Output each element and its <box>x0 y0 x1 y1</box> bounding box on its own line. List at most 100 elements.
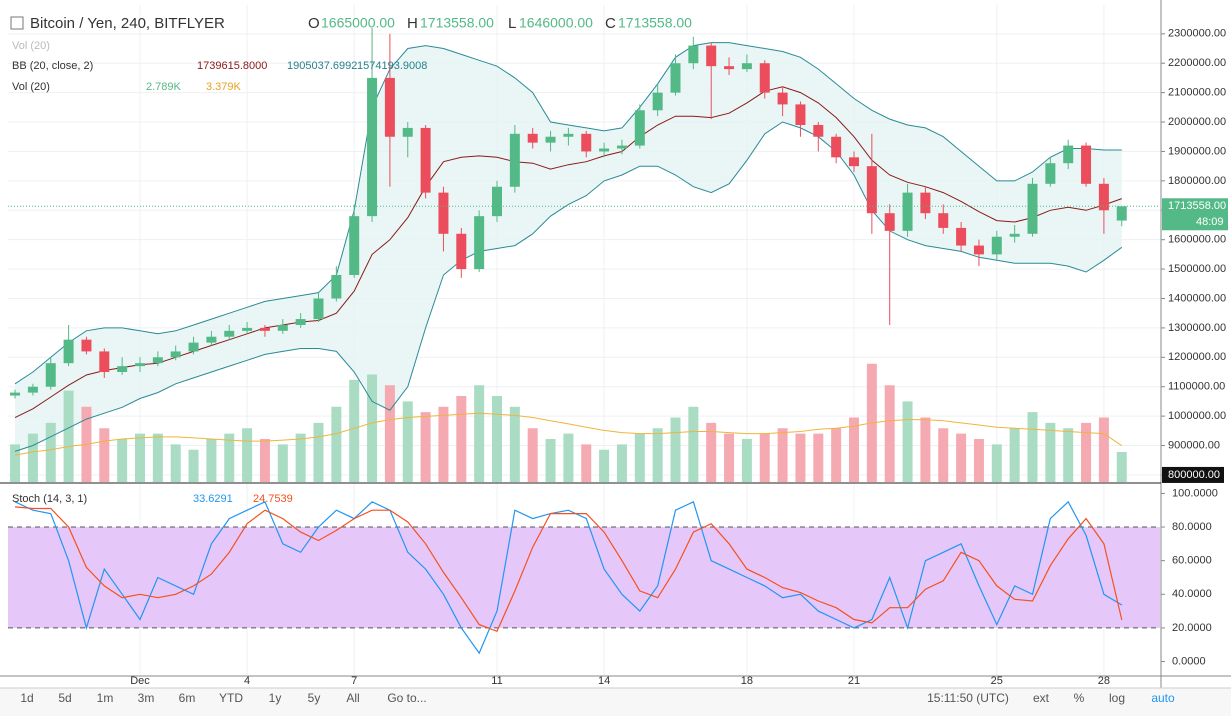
candle-body <box>492 186 502 217</box>
stoch-line <box>14 500 1123 655</box>
volume-bar <box>1063 428 1074 482</box>
x-tick-label: 11 <box>491 675 502 687</box>
candle-body <box>866 166 877 214</box>
candle-body <box>956 227 967 246</box>
volume-bar <box>420 412 431 482</box>
volume-bar <box>456 396 467 482</box>
candle-body <box>634 110 645 146</box>
volume-bar <box>777 428 788 482</box>
chart-title: Bitcoin / Yen, 240, BITFLYER <box>30 15 225 32</box>
indicator-readout: 1739615.8000 <box>197 60 267 72</box>
ohlc-label: H <box>407 15 418 32</box>
candle-body <box>438 192 449 234</box>
y-tick-label: 1500000.00 <box>1168 263 1226 275</box>
candle-body <box>1027 183 1038 234</box>
x-tick-label: 25 <box>991 675 1003 687</box>
ohlc-label: C <box>605 15 616 32</box>
bollinger-line <box>14 86 1122 419</box>
ohlc-value: 1665000.00 <box>321 15 395 31</box>
candle-body <box>1081 145 1092 184</box>
toolbar-button[interactable]: auto <box>1151 691 1175 705</box>
y-tick-label: 2300000.00 <box>1168 28 1226 40</box>
collapse-icon[interactable] <box>10 16 24 30</box>
y-tick-label: 1900000.00 <box>1168 145 1226 157</box>
stoch-band <box>8 527 1160 628</box>
candle-body <box>349 216 360 275</box>
volume-bar <box>224 433 235 482</box>
range-button[interactable]: 5y <box>308 691 321 705</box>
range-button[interactable]: Go to... <box>387 691 426 705</box>
range-button[interactable]: 5d <box>58 691 71 705</box>
y-tick-label: 1000000.00 <box>1168 410 1226 422</box>
candle-body <box>331 274 342 299</box>
candle-body <box>1009 233 1020 237</box>
y-tick-label: 2000000.00 <box>1168 116 1226 128</box>
candle-body <box>170 351 181 358</box>
range-button[interactable]: All <box>346 691 359 705</box>
volume-ma-line <box>14 412 1123 456</box>
range-button[interactable]: 1y <box>269 691 282 705</box>
volume-bar <box>706 422 717 482</box>
candle-body <box>242 327 253 331</box>
candle-body <box>795 104 806 125</box>
toolbar-button[interactable]: log <box>1109 691 1125 705</box>
candle-body <box>849 157 859 167</box>
volume-bar <box>188 449 199 482</box>
candle-body <box>616 145 627 149</box>
volume-bar <box>152 433 163 482</box>
candle-body <box>313 298 324 320</box>
ohlc-label: O <box>308 15 320 32</box>
range-button[interactable]: YTD <box>219 691 243 705</box>
candle-body <box>741 63 752 70</box>
candle-body <box>724 66 735 70</box>
candle-body <box>759 63 770 93</box>
volume-bar <box>242 428 253 482</box>
legend-entry: 33.6291 <box>193 493 233 505</box>
range-button[interactable]: 1m <box>97 691 114 705</box>
x-tick-label: 14 <box>598 675 610 687</box>
y-tick-label: 1100000.00 <box>1168 381 1225 393</box>
candle-body <box>295 319 306 325</box>
bollinger-line <box>14 42 1122 385</box>
candle-body <box>563 133 574 137</box>
volume-bar <box>206 439 217 482</box>
indicator-name: Vol (20) <box>12 81 50 93</box>
toolbar-button[interactable]: % <box>1074 691 1085 705</box>
volume-bar <box>634 433 645 482</box>
candle-body <box>831 136 842 158</box>
volume-bar <box>652 428 663 482</box>
x-tick-label: 21 <box>848 675 860 687</box>
range-button[interactable]: 6m <box>179 691 196 705</box>
volume-bar <box>438 406 449 482</box>
volume-bar <box>831 428 842 482</box>
candle-body <box>117 366 128 373</box>
volume-bar <box>170 444 181 482</box>
stoch-line <box>14 506 1123 633</box>
y-tick-label: 900000.00 <box>1168 439 1220 451</box>
indicator-readout: 2.789K <box>146 81 182 93</box>
volume-bar <box>956 433 967 482</box>
volume-bar <box>474 385 485 482</box>
candle-body <box>599 148 610 152</box>
volume-bar <box>884 385 895 482</box>
y-tick-label: 60.0000 <box>1172 555 1212 567</box>
candle-body <box>938 213 949 228</box>
legend-entry: 24.7539 <box>253 493 293 505</box>
range-button[interactable]: 3m <box>138 691 155 705</box>
candle-body <box>902 192 913 231</box>
volume-bar <box>759 433 770 482</box>
volume-bar <box>1045 422 1056 482</box>
x-tick-label: Dec <box>130 675 150 687</box>
toolbar-button[interactable]: ext <box>1033 691 1050 705</box>
y-tick-label: 1800000.00 <box>1168 175 1226 187</box>
y-tick-label: 2100000.00 <box>1168 87 1226 99</box>
volume-bar <box>492 396 502 482</box>
y-tick-label: 80.0000 <box>1172 521 1212 533</box>
range-button[interactable]: 1d <box>20 691 33 705</box>
candle-body <box>1098 183 1109 211</box>
volume-bar <box>63 390 74 482</box>
volume-bar <box>920 417 931 482</box>
ohlc-value: 1713558.00 <box>618 15 692 31</box>
toolbar <box>0 688 1231 716</box>
candle-body <box>706 45 717 67</box>
